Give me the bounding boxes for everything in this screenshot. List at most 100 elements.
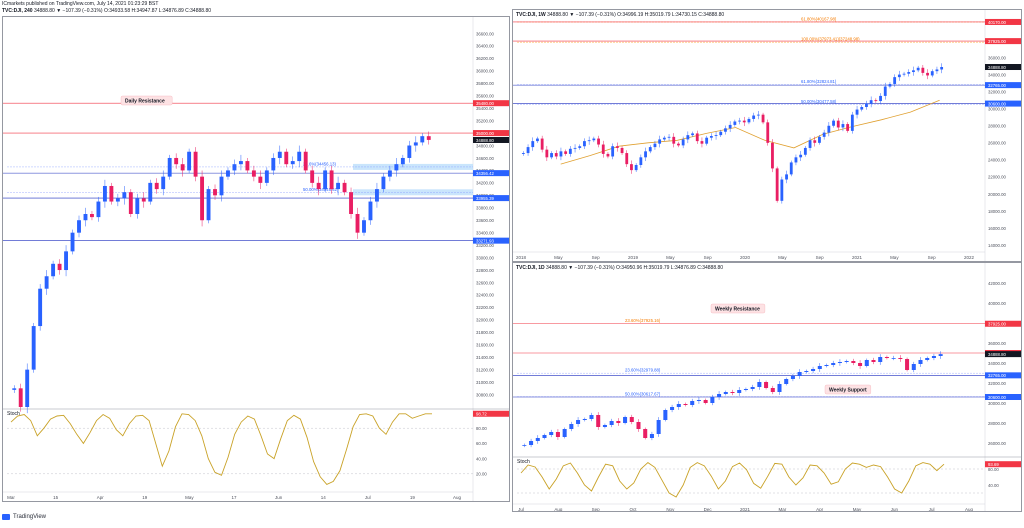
candle-body [609,421,614,425]
candle-body [935,69,939,72]
candle-body [733,121,737,125]
candle-body [128,192,133,214]
daily-chart-pane[interactable]: TVC:DJI, 1D 34888.80 ▼ −107.39 (−0.31%) … [512,262,1022,512]
annotation-box [710,303,766,314]
x-tick-label: 2019 [628,255,639,260]
candle-body [521,153,525,154]
annotation-label: Weekly Support [829,388,867,394]
y-tick-label: 31400.00 [476,355,495,360]
y-tick-label: 32400.00 [476,293,495,298]
candle-body [200,176,205,221]
candle-body [756,114,760,116]
candle-body [831,363,836,365]
candle-body [554,153,558,157]
stoch-line [10,413,432,485]
candle-body [620,147,624,154]
candle-body [888,83,892,87]
candle-body [902,73,906,75]
candle-body [310,170,315,183]
candle-body [96,201,101,218]
candle-body [804,371,809,372]
level-tag [985,64,1021,71]
candle-body [573,147,577,149]
y-tick-label: 36000.00 [988,341,1007,346]
x-tick-label: 19 [142,495,148,500]
candle-body [569,424,574,429]
candle-body [264,170,269,183]
candle-body [564,151,568,154]
candle-body [400,157,405,165]
candle-body [90,214,94,218]
x-tick-label: Aug [453,495,462,500]
candle-body [44,276,49,289]
x-tick-label: Oct [629,507,637,512]
candle-body [837,362,842,363]
candle-body [851,361,856,363]
candle-body [790,376,795,379]
level-tag-label: 37925.00 [988,39,1007,44]
candle-body [602,425,607,427]
candle-body [639,157,643,165]
level-tag [473,130,509,137]
candle-body [394,164,399,171]
candle-body [714,135,718,136]
left-chart-svg[interactable]: 36600.00 36400.00 36200.00 36000.00 35800.00… [3,17,510,502]
candle-body [587,140,591,142]
candle-body [777,384,782,392]
x-tick-label: 17 [231,495,237,500]
candle-body [912,70,915,73]
candle-body [930,71,934,76]
stoch-value-tag [473,410,509,417]
candle-body [636,422,641,429]
y-tick-label: 34600.00 [476,156,495,161]
level-tag-label: 40170.00 [988,20,1007,25]
x-tick-label: May [666,255,675,260]
candle-body [780,179,784,201]
stoch-tick-label: 40.00 [988,483,999,488]
candle-body [336,182,341,190]
candle-body [940,67,944,70]
candle-body [355,214,360,233]
y-tick-label: 32000.00 [988,381,1007,386]
level-tag-label: 30600.00 [988,395,1007,400]
fib-label: 61.80%(32824.81) [801,79,837,84]
x-tick-label: Jul [365,495,371,500]
x-tick-label: Aug [965,507,974,512]
candle-body [905,359,910,370]
y-tick-label: 28000.00 [988,421,1007,426]
candle-body [844,361,849,362]
candle-body [724,128,727,132]
candle-body [653,143,657,148]
stoch-value-label: 93.69 [988,462,999,467]
candle-body [841,124,845,128]
candle-body [387,170,392,177]
level-tag-label: 34888.80 [988,65,1007,70]
weekly-chart-svg[interactable]: TVC:DJI, 1W 34888.80 ▼ −107.39 (−0.31%) … [513,10,1022,262]
candle-body [562,429,567,437]
candle-body [771,142,774,169]
stoch-tick-label: 20.00 [476,472,487,477]
candle-body [681,139,685,146]
y-tick-label: 33800.00 [476,206,495,211]
stoch-line [520,462,945,498]
y-tick-label: 16000.00 [988,226,1007,231]
candle-body [677,143,680,146]
candle-body [938,354,943,356]
y-tick-label: 40000.00 [988,301,1007,306]
weekly-chart-pane[interactable]: TVC:DJI, 1W 34888.80 ▼ −107.39 (−0.31%) … [512,9,1022,262]
candle-body [723,392,728,394]
candle-body [349,192,353,214]
y-tick-label: 35400.00 [476,106,495,111]
stoch-title: Stoch [7,411,20,417]
left-chart-pane[interactable]: 36600.00 36400.00 36200.00 36000.00 35800.00… [2,16,510,502]
candle-body [578,146,582,148]
candle-body [536,138,539,142]
candle-body [531,141,535,148]
candle-body [630,164,633,171]
daily-chart-svg[interactable]: TVC:DJI, 1D 34888.80 ▼ −107.39 (−0.31%) … [513,263,1022,512]
candle-body [589,415,594,419]
level-tag-label: 33955.39 [476,196,495,201]
candle-body [799,154,803,158]
fib-label: 23.6%(34456.13) [303,161,337,166]
candle-body [766,122,770,143]
